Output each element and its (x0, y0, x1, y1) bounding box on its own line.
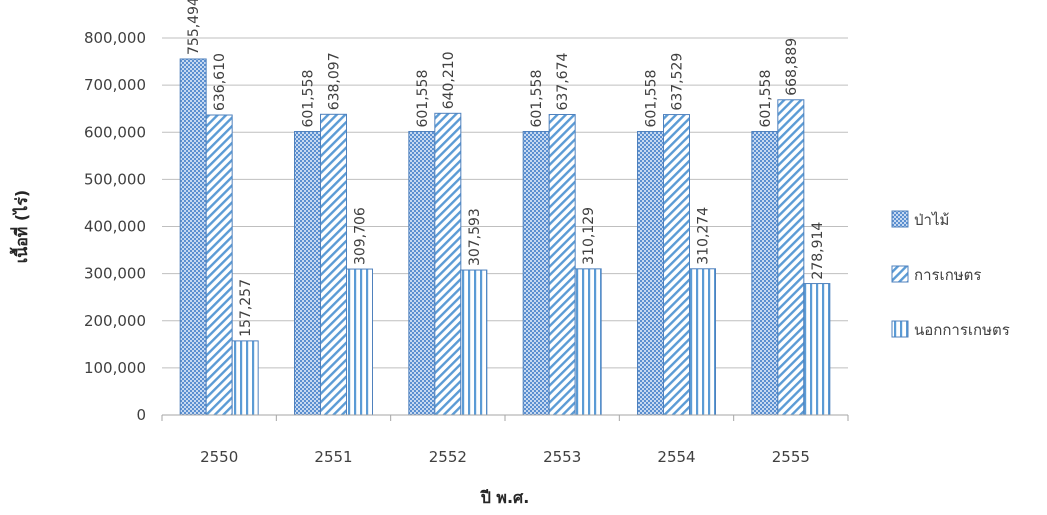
x-axis: 2550 2551 2552 2553 2554 2555 (161, 414, 849, 466)
bar (320, 113, 347, 416)
bar (294, 131, 321, 416)
bar (548, 113, 576, 416)
legend-label: ป่าไม้ (914, 211, 949, 229)
y-tick-label: 600,000 (84, 123, 146, 141)
data-label: 278,914 (810, 222, 826, 280)
legend-swatch (891, 320, 909, 338)
bar (663, 114, 690, 416)
bar (346, 268, 373, 416)
data-label: 310,274 (696, 207, 712, 265)
data-label: 601,558 (644, 70, 660, 128)
data-label: 601,558 (529, 70, 545, 128)
bar (574, 268, 602, 416)
data-label: 310,129 (581, 207, 597, 265)
bar (777, 99, 805, 416)
data-label: 637,529 (670, 53, 686, 111)
bars (179, 58, 831, 416)
legend-label: การเกษตร (914, 266, 981, 284)
y-tick-label: 300,000 (84, 265, 146, 283)
bar (637, 131, 664, 416)
legend-swatch (891, 210, 909, 228)
x-tick-label: 2553 (543, 448, 581, 466)
x-tick-label: 2552 (429, 448, 467, 466)
data-label: 638,097 (327, 52, 343, 110)
data-label: 601,558 (415, 70, 431, 128)
bar (522, 131, 550, 416)
data-labels: 755,494 636,610 157,257 601,558 638,097 309,7… (186, 0, 826, 337)
y-tick-label: 800,000 (84, 29, 146, 47)
y-tick-label: 200,000 (84, 312, 146, 330)
y-tick-label: 700,000 (84, 76, 146, 94)
x-axis-title: ปี พ.ศ. (479, 488, 529, 507)
bar (803, 283, 831, 416)
y-tick-label: 0 (136, 406, 146, 424)
y-tick-label: 400,000 (84, 218, 146, 236)
data-label: 640,210 (441, 51, 457, 109)
data-label: 636,610 (212, 53, 228, 111)
x-tick-label: 2555 (772, 448, 810, 466)
data-label: 309,706 (353, 207, 369, 265)
y-tick-label: 100,000 (84, 359, 146, 377)
data-label: 755,494 (186, 0, 202, 55)
legend-label: นอกการเกษตร (914, 321, 1010, 339)
gridlines (162, 37, 848, 416)
y-axis-title: เนื้อที่ (ไร่) (9, 190, 31, 263)
data-label: 668,889 (784, 38, 800, 96)
bar (408, 131, 436, 416)
bar (179, 58, 207, 416)
bar (751, 131, 779, 416)
legend-swatch (891, 265, 909, 283)
bar (205, 114, 233, 416)
bar (689, 268, 716, 416)
data-label: 601,558 (301, 70, 317, 128)
x-tick-label: 2554 (657, 448, 695, 466)
data-label: 157,257 (238, 279, 254, 337)
bar (460, 269, 488, 416)
bar (231, 340, 259, 416)
x-tick-label: 2550 (200, 448, 238, 466)
data-label: 637,674 (555, 53, 571, 111)
y-axis-tick-labels: 0 100,000 200,000 300,000 400,000 500,000 600,… (84, 29, 146, 424)
data-label: 307,593 (467, 208, 483, 266)
y-tick-label: 500,000 (84, 170, 146, 188)
bar (434, 112, 462, 416)
x-tick-label: 2551 (314, 448, 352, 466)
data-label: 601,558 (758, 70, 774, 128)
